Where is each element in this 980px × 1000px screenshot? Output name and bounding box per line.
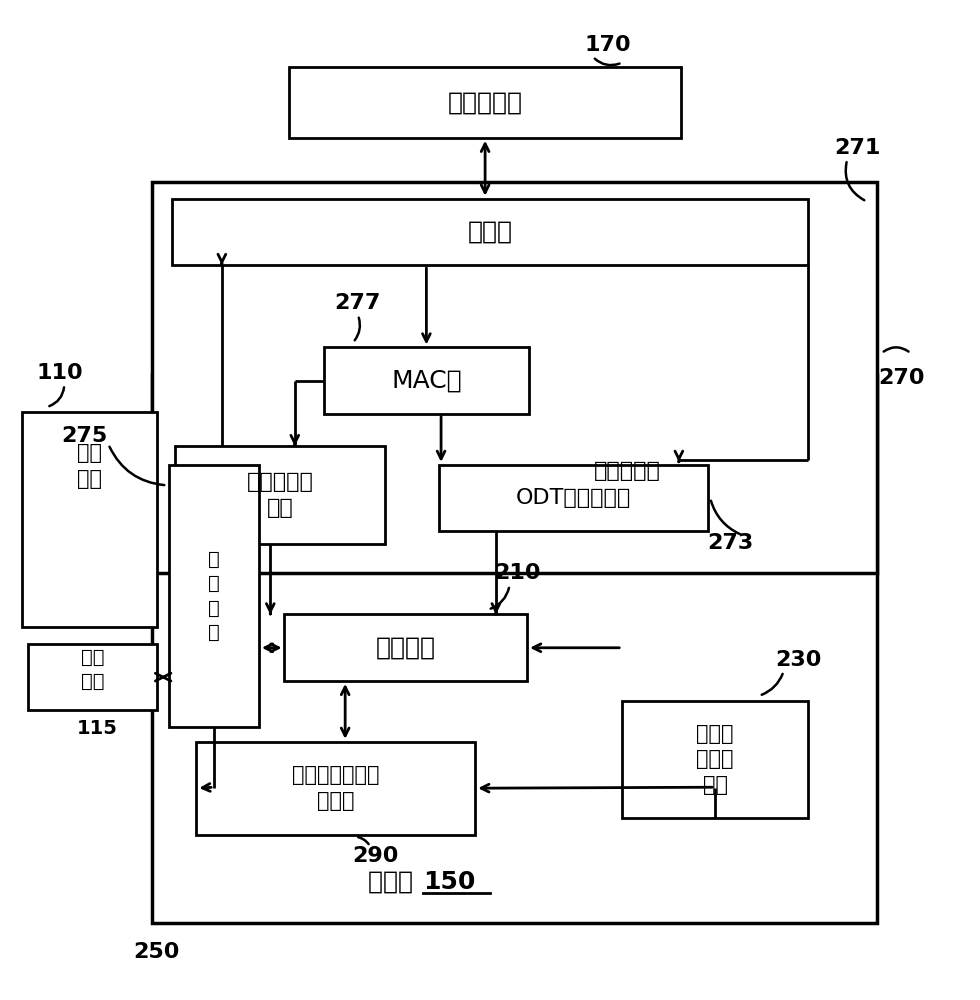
Text: 273: 273 bbox=[708, 533, 754, 553]
Bar bbox=[196, 742, 475, 835]
Bar bbox=[172, 199, 808, 265]
Bar bbox=[284, 614, 527, 681]
Text: 存储器接口: 存储器接口 bbox=[594, 461, 661, 481]
Text: 驱动档位寄
存器: 驱动档位寄 存器 bbox=[247, 472, 314, 518]
Bar bbox=[23, 412, 157, 627]
Text: 校准
主机: 校准 主机 bbox=[77, 443, 102, 489]
Text: 271: 271 bbox=[834, 138, 880, 158]
Text: 270: 270 bbox=[878, 368, 924, 388]
Bar bbox=[152, 182, 876, 573]
Bar bbox=[323, 347, 529, 414]
Bar bbox=[152, 375, 876, 923]
Text: 控制器: 控制器 bbox=[368, 870, 421, 894]
Text: 250: 250 bbox=[133, 942, 179, 962]
Text: ODT档位寄存器: ODT档位寄存器 bbox=[516, 488, 631, 508]
Text: 存储器装置: 存储器装置 bbox=[448, 91, 522, 115]
Text: 277: 277 bbox=[335, 293, 381, 313]
Text: 210: 210 bbox=[494, 563, 541, 583]
Bar bbox=[289, 67, 681, 138]
Text: 290: 290 bbox=[352, 846, 398, 866]
Text: 275: 275 bbox=[61, 426, 107, 446]
Text: 直接存储器存取
控制器: 直接存储器存取 控制器 bbox=[292, 765, 379, 811]
Text: 物理层: 物理层 bbox=[467, 220, 513, 244]
Text: 110: 110 bbox=[36, 363, 82, 383]
Text: 230: 230 bbox=[775, 650, 821, 670]
Text: 115: 115 bbox=[77, 719, 118, 738]
Text: 校
准
接
口: 校 准 接 口 bbox=[208, 550, 220, 642]
Text: 150: 150 bbox=[423, 870, 476, 894]
Bar bbox=[174, 446, 385, 544]
Text: MAC层: MAC层 bbox=[391, 369, 462, 393]
Text: 处理
单元: 处理 单元 bbox=[81, 648, 105, 691]
Bar bbox=[169, 465, 259, 727]
Text: 静态随
机存取
内存: 静态随 机存取 内存 bbox=[697, 724, 734, 795]
Text: 170: 170 bbox=[584, 35, 631, 55]
Bar bbox=[28, 644, 157, 710]
Bar bbox=[439, 465, 709, 531]
Text: 处理单元: 处理单元 bbox=[376, 636, 436, 660]
Bar bbox=[622, 701, 808, 818]
